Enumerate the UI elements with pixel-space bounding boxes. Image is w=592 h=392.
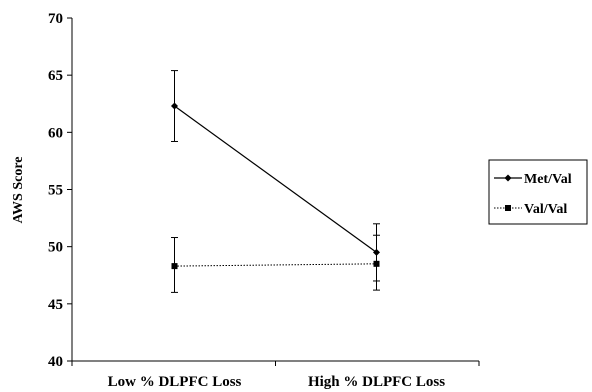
x-axis-ticks: Low % DLPFC Loss High % DLPFC Loss [71, 361, 480, 390]
series-met-val [171, 70, 380, 282]
y-axis-ticks: 40 45 50 55 60 65 70 [48, 11, 72, 370]
data-point-square [373, 260, 380, 267]
y-tick-label: 45 [48, 297, 63, 313]
legend-item-met-val: Met/Val [494, 172, 572, 187]
x-tick-label: High % DLPFC Loss [308, 374, 445, 390]
legend-item-val-val: Val/Val [494, 202, 567, 217]
series-line-val-val [174, 263, 377, 267]
y-tick-label: 65 [48, 68, 63, 84]
y-tick-label: 70 [48, 11, 63, 27]
y-tick-label: 60 [48, 125, 63, 141]
y-tick-label: 55 [48, 183, 63, 199]
legend-box [488, 159, 588, 225]
legend-marker-square-icon [505, 205, 511, 211]
y-tick-label: 40 [48, 354, 63, 370]
series-val-val [171, 234, 380, 293]
series-line-met-val [174, 105, 377, 253]
series-layer [171, 70, 380, 293]
data-point-diamond [171, 102, 178, 110]
y-tick-label: 50 [48, 240, 63, 256]
data-point-square [171, 263, 178, 270]
legend-label-val-val: Val/Val [524, 202, 567, 217]
x-tick-label: Low % DLPFC Loss [108, 374, 242, 390]
legend: Met/Val Val/Val [488, 159, 588, 225]
legend-label-met-val: Met/Val [524, 172, 572, 187]
legend-marker-diamond-icon [504, 174, 512, 182]
plot-area: 40 45 50 55 60 65 70 Low % DLPFC Loss High % DL… [48, 11, 480, 390]
y-axis-title: AWS Score [11, 156, 26, 223]
